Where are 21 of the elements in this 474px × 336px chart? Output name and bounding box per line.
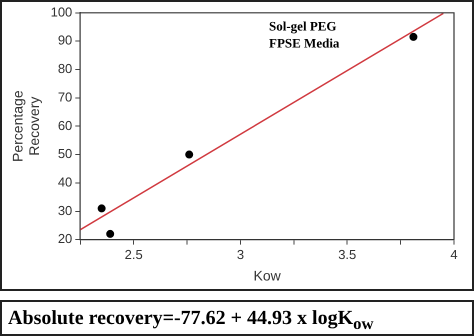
y-tick-label: 20: [58, 231, 72, 246]
x-tick-label: 4: [450, 246, 458, 262]
y-tick-label: 90: [58, 32, 72, 48]
annotation: Sol-gel PEG FPSE Media: [269, 18, 340, 51]
point: [98, 204, 106, 212]
x-axis-title: Kow: [254, 267, 282, 284]
x-tick-label: 3: [236, 246, 244, 262]
x-tick-label: 3.5: [338, 246, 356, 262]
text: Absolute recovery=-77.62 + 44.93 x logK$_{ow}$: [0, 300, 474, 336]
y-tick-label: 50: [58, 146, 72, 162]
y-tick-label: 100: [50, 4, 72, 20]
y-tick-label: 70: [58, 89, 72, 104]
point: [185, 150, 194, 159]
y-axis-title: Percentage Recovery: [9, 90, 42, 162]
point: [409, 32, 418, 41]
y-tick-label: 30: [58, 202, 72, 218]
point: [106, 230, 114, 238]
y-tick-label: 60: [58, 118, 72, 133]
x-tick-label: 2.5: [124, 246, 143, 262]
y-tick-label: 40: [58, 174, 72, 190]
y-tick-label: 80: [58, 61, 72, 76]
